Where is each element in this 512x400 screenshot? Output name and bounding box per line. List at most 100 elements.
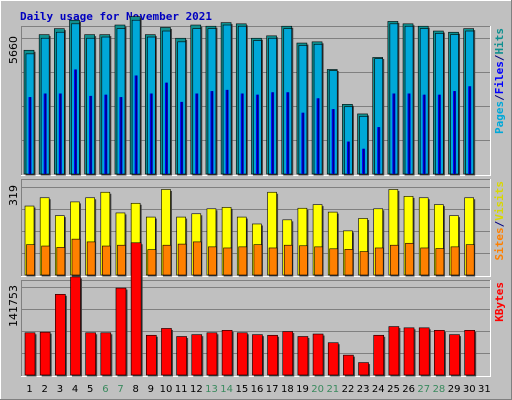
pages-bar-core bbox=[44, 93, 47, 174]
kbytes-bar bbox=[282, 331, 294, 376]
sites-bar bbox=[374, 247, 384, 276]
sites-bar bbox=[71, 238, 81, 276]
legend-entry: / bbox=[493, 220, 506, 227]
sites-bar bbox=[223, 247, 232, 276]
x-tick-label: 18 bbox=[281, 384, 294, 395]
kbytes-bar bbox=[312, 333, 324, 376]
sites-bar bbox=[420, 247, 429, 276]
pages-bar-core bbox=[423, 94, 426, 174]
pages-bar-core bbox=[302, 112, 304, 174]
sites-bar bbox=[147, 249, 157, 276]
kbytes-bar bbox=[24, 332, 36, 376]
kbytes-bar bbox=[434, 330, 445, 376]
x-tick-label: 14 bbox=[220, 384, 233, 395]
kbytes-bar bbox=[115, 287, 127, 376]
pages-bar-core bbox=[272, 92, 274, 174]
legend-entry: KBytes bbox=[493, 282, 506, 322]
x-tick-label: 17 bbox=[266, 384, 279, 395]
kbytes-bar bbox=[236, 332, 248, 376]
kbytes-bar bbox=[100, 332, 112, 376]
kbytes-bar bbox=[55, 293, 66, 376]
pages-bar-core bbox=[454, 91, 456, 174]
sites-bar bbox=[177, 243, 187, 276]
kbytes-bar bbox=[191, 334, 203, 376]
kbytes-bar bbox=[327, 342, 339, 376]
sites-bar bbox=[238, 246, 248, 276]
pages-bar-core bbox=[90, 95, 92, 174]
pages-bar-core bbox=[408, 93, 411, 174]
pages-bar-core bbox=[226, 89, 229, 174]
x-tick-label: 11 bbox=[175, 384, 188, 395]
x-tick-label: 31 bbox=[478, 384, 491, 395]
kbytes-panel: 141753 KBytes bbox=[7, 242, 506, 377]
sites-bar bbox=[86, 241, 96, 276]
kbytes-bar bbox=[85, 332, 96, 376]
x-tick-label: 6 bbox=[102, 384, 108, 395]
kbytes-bar bbox=[343, 354, 354, 376]
x-tick-label: 7 bbox=[117, 384, 123, 395]
kbytes-bar bbox=[161, 328, 172, 376]
x-tick-label: 1 bbox=[26, 384, 32, 395]
pages-bar-core bbox=[378, 127, 380, 174]
x-tick-label: 30 bbox=[463, 384, 476, 395]
pages-bar-core bbox=[135, 75, 138, 174]
kbytes-bar bbox=[373, 334, 385, 376]
kbytes-y-tick-label: 141753 bbox=[7, 285, 20, 327]
pages-bar-core bbox=[363, 148, 365, 174]
kbytes-bar bbox=[221, 330, 233, 376]
x-tick-label: 15 bbox=[235, 384, 248, 395]
hits-files-pages-y-tick-label: 5660 bbox=[7, 36, 20, 64]
kbytes-bar bbox=[267, 334, 278, 376]
x-tick-label: 20 bbox=[311, 384, 324, 395]
x-tick-label: 25 bbox=[387, 384, 400, 395]
kbytes-legend: KBytes bbox=[493, 282, 506, 322]
legend-entry: Sites bbox=[493, 227, 506, 260]
hits-files-pages-legend: Pages/Files/Hits bbox=[493, 28, 506, 134]
pages-bar-core bbox=[120, 97, 122, 174]
legend-entry: Pages bbox=[493, 101, 506, 134]
sites-bar bbox=[359, 251, 369, 276]
pages-bar-core bbox=[241, 93, 244, 174]
legend-entry: Visits bbox=[493, 181, 506, 221]
x-tick-label: 8 bbox=[133, 384, 139, 395]
kbytes-bar bbox=[130, 242, 142, 376]
sites-bar bbox=[41, 245, 50, 276]
legend-entry: / bbox=[493, 54, 506, 61]
sites-bar bbox=[117, 244, 126, 276]
pages-bar-core bbox=[332, 109, 335, 174]
x-tick-label: 9 bbox=[148, 384, 154, 395]
sites-bar bbox=[344, 249, 354, 276]
x-tick-label: 27 bbox=[417, 384, 430, 395]
x-tick-label: 24 bbox=[372, 384, 385, 395]
visits-sites-y-tick-label: 319 bbox=[7, 185, 20, 206]
sites-bar bbox=[162, 244, 172, 276]
legend-entry: Files bbox=[493, 61, 506, 94]
sites-bar bbox=[329, 248, 339, 276]
sites-bar bbox=[268, 247, 278, 276]
pages-bar-core bbox=[150, 93, 153, 174]
sites-bar bbox=[450, 246, 460, 276]
pages-bar-core bbox=[105, 94, 107, 174]
x-tick-label: 28 bbox=[433, 384, 446, 395]
sites-bar bbox=[390, 244, 399, 276]
x-axis-labels: 1 2 3 4 5 6 7 8 9 10 11 12 13 14 15 16 17 18 19 20 21 22 23 24 2… bbox=[26, 384, 490, 395]
x-tick-label: 29 bbox=[448, 384, 461, 395]
pages-bar-core bbox=[287, 92, 289, 174]
kbytes-bar bbox=[403, 327, 415, 376]
pages-bar-core bbox=[74, 69, 77, 174]
visits-sites-panel: 319 Sites/Visits bbox=[7, 179, 506, 277]
pages-bar-core bbox=[469, 86, 471, 174]
kbytes-bar bbox=[449, 334, 460, 376]
sites-bar bbox=[405, 242, 414, 276]
kbytes-bar bbox=[39, 331, 51, 376]
pages-bar-core bbox=[317, 98, 320, 174]
pages-bar-core bbox=[181, 101, 183, 174]
pages-bar-core bbox=[211, 91, 213, 174]
kbytes-bar bbox=[70, 276, 81, 376]
pages-bar-core bbox=[256, 94, 259, 174]
sites-bar bbox=[102, 245, 111, 276]
pages-bar-core bbox=[165, 82, 168, 174]
sites-bar bbox=[314, 246, 323, 276]
pages-bar-core bbox=[29, 97, 31, 174]
